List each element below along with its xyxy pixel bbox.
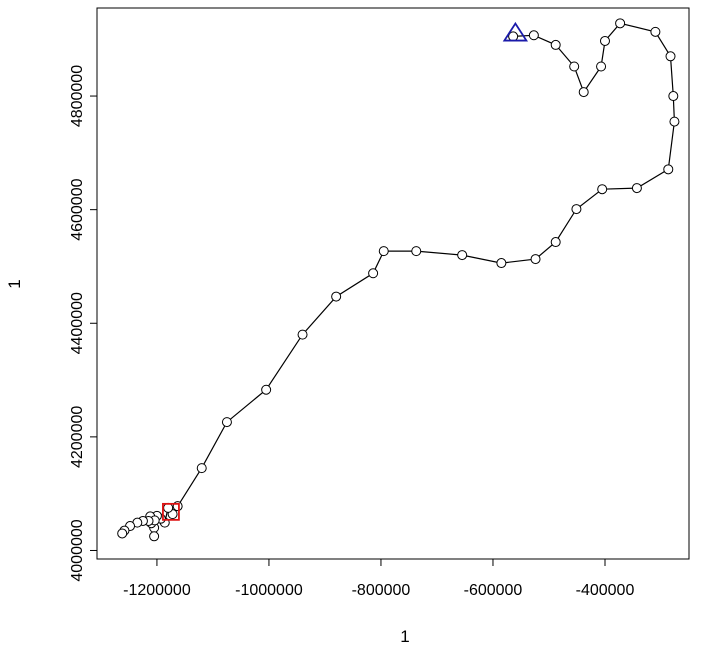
marker-layer	[162, 21, 529, 521]
x-tick-label: -1200000	[123, 582, 191, 599]
end-marker-square	[162, 502, 180, 521]
data-point	[631, 183, 642, 194]
data-point	[615, 18, 626, 29]
data-point	[411, 246, 422, 257]
data-point	[378, 246, 389, 257]
data-point	[578, 87, 589, 98]
data-point	[297, 329, 308, 340]
x-tick-label: -1000000	[235, 582, 303, 599]
x-axis: -1200000 -1000000 -800000 -600000 -400000	[123, 558, 635, 599]
data-point	[599, 35, 610, 46]
data-point	[117, 528, 128, 539]
data-point	[571, 204, 582, 215]
data-point	[569, 61, 580, 72]
data-point	[663, 164, 674, 175]
data-point	[550, 237, 561, 248]
series-layer	[117, 18, 680, 542]
x-tick-label: -600000	[464, 582, 523, 599]
data-point	[550, 39, 561, 50]
data-point	[669, 116, 680, 127]
series-line	[121, 22, 676, 537]
x-tick-label: -800000	[352, 582, 411, 599]
data-point	[496, 258, 507, 269]
data-point	[368, 268, 379, 279]
plot-frame	[96, 7, 690, 560]
data-point	[597, 184, 608, 195]
start-marker-triangle	[502, 21, 529, 42]
data-point	[261, 384, 272, 395]
data-point	[596, 61, 607, 72]
y-axis: 4000000 4200000 4400000 4600000 4800000	[69, 65, 98, 582]
data-point	[530, 254, 541, 265]
data-point	[650, 26, 661, 37]
data-point	[668, 91, 679, 102]
data-point	[457, 250, 468, 261]
data-point	[196, 463, 207, 474]
y-tick-label: 4800000	[69, 65, 86, 127]
y-axis-title: 1	[5, 279, 24, 288]
data-point	[149, 531, 160, 542]
data-point	[221, 417, 232, 428]
data-point	[665, 51, 676, 62]
data-point	[331, 291, 342, 302]
x-tick-label: -400000	[576, 582, 635, 599]
x-axis-title: 1	[400, 627, 409, 646]
y-tick-label: 4600000	[69, 178, 86, 240]
y-tick-label: 4200000	[69, 406, 86, 468]
y-tick-label: 4000000	[69, 519, 86, 581]
data-point	[528, 30, 539, 41]
y-tick-label: 4400000	[69, 292, 86, 354]
